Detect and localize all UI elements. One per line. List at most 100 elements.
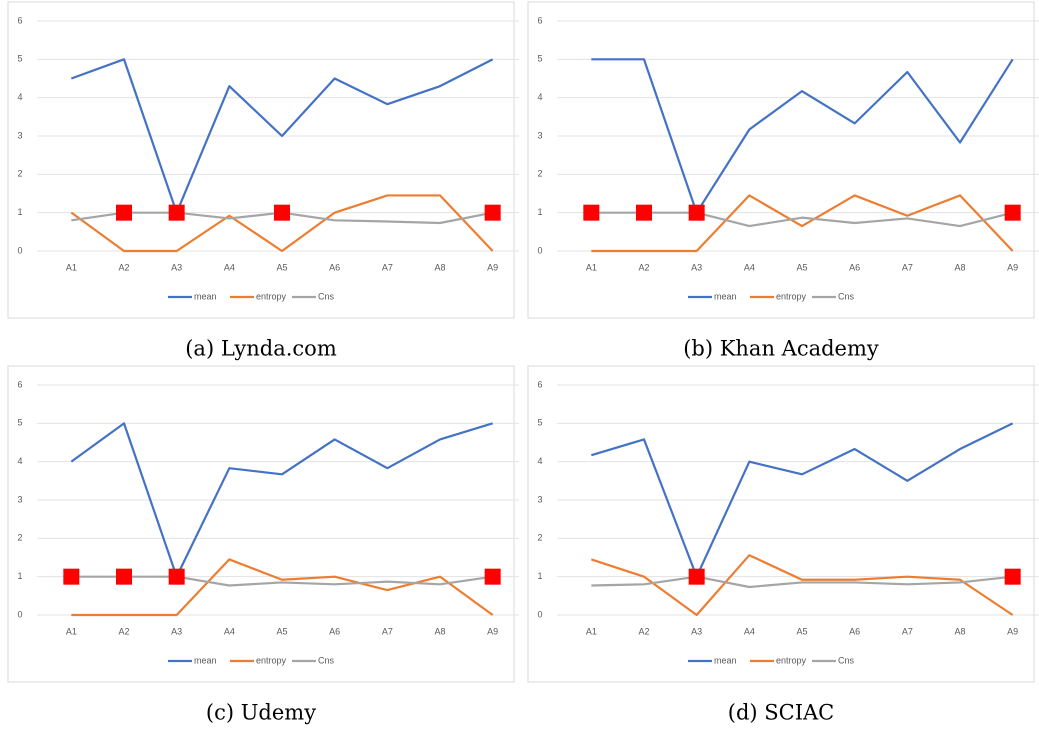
x-tick-label: A6 [849,626,860,636]
series-line [591,575,1013,589]
caption: (b) Khan Academy [683,337,879,361]
y-tick-label: 5 [17,54,22,64]
x-tick-label: A8 [434,262,445,272]
highlight-marker [484,568,501,585]
x-tick-label: A1 [586,262,597,272]
y-tick-label: 0 [17,245,22,255]
y-tick-label: 1 [17,207,22,217]
highlight-marker [583,204,600,221]
caption: (a) Lynda.com [185,337,337,361]
x-tick-label: A6 [329,262,340,272]
y-tick-label: 3 [537,494,542,504]
legend-label: mean [194,291,217,301]
caption: (c) Udemy [206,701,316,725]
highlight-marker [688,568,705,585]
y-tick-label: 6 [17,15,22,25]
y-tick-label: 5 [537,54,542,64]
legend-label: mean [714,291,737,301]
x-tick-label: A7 [902,626,913,636]
x-tick-label: A3 [171,262,182,272]
panel-frame [7,1,515,319]
x-tick-label: A1 [586,626,597,636]
x-tick-label: A8 [954,626,965,636]
y-tick-label: 4 [537,92,542,102]
x-tick-label: A9 [487,626,498,636]
y-tick-label: 5 [537,418,542,428]
series-line [591,422,1014,578]
legend-label: entropy [256,291,287,301]
series-line [591,211,1013,228]
series-line [71,575,493,587]
x-tick-label: A2 [638,626,649,636]
x-tick-label: A6 [849,262,860,272]
y-tick-label: 1 [537,207,542,217]
y-tick-label: 0 [537,245,542,255]
y-tick-label: 4 [537,456,542,466]
legend-label: Cns [838,655,855,665]
highlight-marker [274,204,290,221]
legend-label: Cns [318,291,335,301]
x-tick-label: A3 [691,626,702,636]
y-tick-label: 4 [17,92,22,102]
series-line [70,194,494,253]
highlight-marker [1004,204,1021,221]
highlight-marker [688,204,705,221]
series-line [71,558,494,617]
y-tick-label: 3 [537,130,542,140]
x-tick-label: A7 [902,262,913,272]
series-line [591,194,1014,253]
y-tick-label: 1 [17,571,22,581]
panel-frame [527,365,1035,683]
y-tick-label: 3 [17,494,22,504]
y-tick-label: 2 [17,533,22,543]
x-tick-label: A3 [691,262,702,272]
y-tick-label: 6 [537,379,542,389]
series-line [590,554,1014,617]
x-tick-label: A5 [796,262,807,272]
x-tick-label: A3 [171,626,182,636]
x-tick-label: A1 [66,626,77,636]
panel-frame [527,1,1035,319]
highlight-marker [168,568,185,585]
highlight-marker [484,204,501,221]
legend-label: Cns [318,655,335,665]
x-tick-label: A9 [487,262,498,272]
x-tick-label: A5 [796,626,807,636]
legend-label: entropy [776,291,807,301]
x-tick-label: A2 [638,262,649,272]
x-tick-label: A5 [276,626,287,636]
x-tick-label: A8 [954,262,965,272]
x-tick-label: A2 [118,626,129,636]
y-tick-label: 6 [17,379,22,389]
y-tick-label: 1 [537,571,542,581]
x-tick-label: A2 [118,262,129,272]
highlight-marker [1004,568,1021,585]
x-tick-label: A4 [224,626,235,636]
x-tick-label: A4 [744,626,755,636]
y-tick-label: 2 [537,533,542,543]
y-tick-label: 3 [17,130,22,140]
x-tick-label: A1 [66,262,77,272]
highlight-marker [116,568,132,585]
highlight-marker [168,204,185,221]
y-tick-label: 6 [537,15,542,25]
legend-label: mean [714,655,737,665]
x-tick-label: A7 [382,262,393,272]
legend-label: entropy [256,655,287,665]
highlight-marker [636,204,652,221]
series-line [70,422,493,578]
highlight-marker [116,204,132,221]
panel-frame [7,365,515,683]
series-line [70,58,494,214]
series-line [591,58,1014,214]
x-tick-label: A5 [276,262,287,272]
x-tick-label: A7 [382,626,393,636]
x-tick-label: A4 [744,262,755,272]
x-tick-label: A4 [224,262,235,272]
y-tick-label: 5 [17,418,22,428]
caption: (d) SCIAC [728,701,835,725]
highlight-marker [63,568,80,585]
legend-label: entropy [776,655,807,665]
legend-label: mean [194,655,217,665]
